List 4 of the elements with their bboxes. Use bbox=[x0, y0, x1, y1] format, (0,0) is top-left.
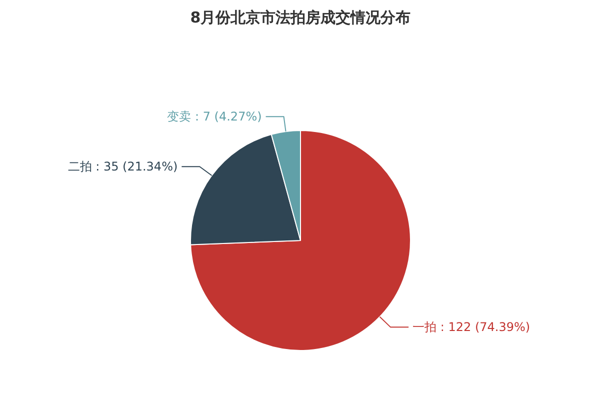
slice-label: 变卖 : 7 (4.27%) bbox=[167, 110, 262, 124]
slice-label: 一拍 : 122 (74.39%) bbox=[412, 320, 530, 334]
chart-title: 8月份北京市法拍房成交情况分布 bbox=[190, 8, 411, 26]
slice-label: 二拍 : 35 (21.34%) bbox=[68, 160, 178, 174]
